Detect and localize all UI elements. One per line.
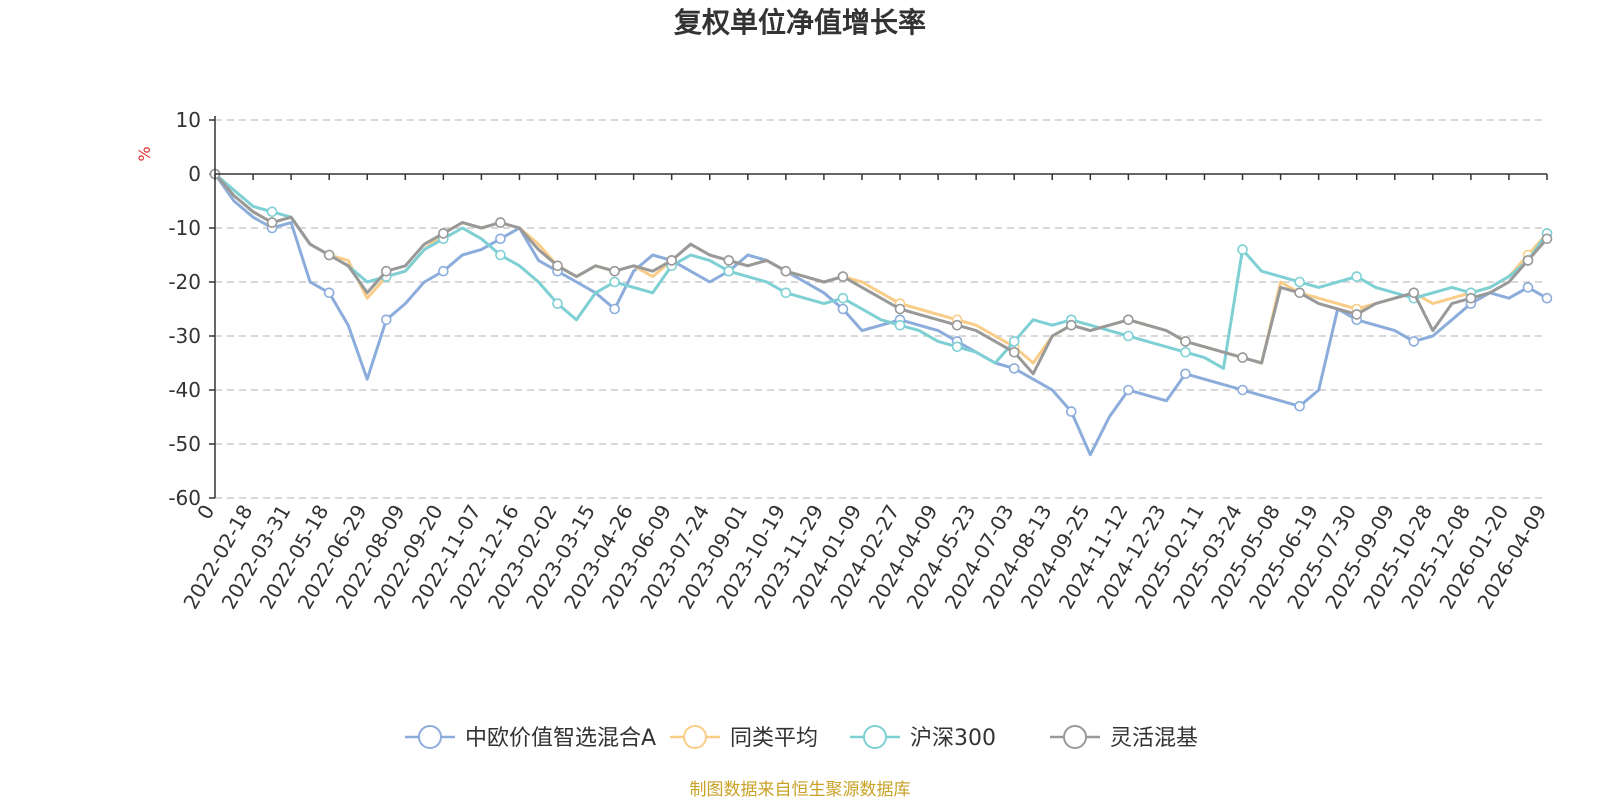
data-point	[495, 249, 506, 261]
data-point	[837, 303, 849, 315]
y-tick-label: -30	[168, 324, 201, 348]
series-line	[213, 173, 1549, 376]
data-point	[1237, 384, 1248, 396]
data-point	[380, 265, 392, 277]
data-point	[552, 298, 563, 309]
data-point	[266, 217, 278, 228]
series-line	[213, 173, 1549, 365]
data-point	[1123, 314, 1134, 326]
legend-marker	[1063, 725, 1087, 749]
data-point	[1294, 276, 1305, 288]
y-tick-label: -20	[168, 270, 201, 294]
legend-marker	[418, 725, 442, 749]
data-point	[894, 319, 906, 331]
legend-label: 同类平均	[730, 726, 818, 751]
data-point	[1408, 287, 1420, 299]
data-point	[323, 287, 335, 299]
data-point	[1180, 368, 1191, 380]
data-point	[1522, 282, 1534, 293]
legend-marker	[863, 725, 887, 749]
data-point	[552, 260, 563, 272]
data-point	[1351, 309, 1363, 320]
data-point	[837, 271, 849, 282]
y-tick-label: -60	[168, 486, 201, 510]
data-point	[1294, 400, 1305, 412]
y-tick-label: -50	[168, 432, 201, 456]
data-point	[1065, 406, 1077, 417]
data-point	[1123, 330, 1134, 342]
y-tick-label: 10	[176, 108, 201, 132]
data-point	[780, 287, 792, 299]
x-axis-ticks: 02022-02-182022-03-312022-05-182022-06-2…	[178, 174, 1551, 613]
data-point	[1465, 292, 1477, 304]
data-point	[1008, 336, 1020, 347]
data-point	[951, 319, 963, 331]
data-point	[495, 217, 506, 228]
data-point	[894, 303, 906, 315]
data-point	[1065, 319, 1077, 331]
data-point	[609, 276, 620, 288]
data-point	[438, 228, 449, 239]
grid-lines	[215, 119, 1547, 499]
y-tick-label: 0	[188, 162, 201, 186]
legend-label: 沪深300	[910, 726, 996, 751]
data-point	[1351, 271, 1363, 282]
data-point	[1180, 346, 1191, 358]
y-tick-label: -40	[168, 378, 201, 402]
data-point	[1180, 336, 1191, 347]
series-lines	[209, 168, 1553, 457]
series-line	[214, 172, 1549, 370]
data-point	[1408, 336, 1420, 347]
data-point	[323, 249, 335, 261]
data-point	[951, 341, 963, 353]
data-point	[1008, 363, 1020, 374]
data-point	[609, 265, 620, 277]
data-point	[1294, 287, 1305, 299]
source-note: 制图数据来自恒生聚源数据库	[690, 780, 911, 800]
legend-marker	[683, 725, 707, 749]
data-point	[666, 255, 677, 266]
x-tick-label: 0	[192, 501, 219, 524]
data-point	[438, 265, 449, 277]
data-point	[837, 292, 849, 304]
data-point	[495, 233, 506, 245]
series-line	[213, 173, 1548, 457]
data-point	[1123, 384, 1134, 396]
data-point	[723, 265, 735, 277]
chart-title: 复权单位净值增长率	[674, 6, 926, 39]
y-axis-unit: %	[135, 146, 154, 161]
data-point	[1541, 292, 1553, 304]
y-axis-ticks: 10 0 -10 -20 -30 -40 -50 -60	[168, 108, 215, 510]
data-point	[780, 265, 792, 277]
data-point	[723, 255, 735, 266]
data-point	[1237, 352, 1248, 363]
data-point	[380, 314, 392, 326]
data-point	[1237, 244, 1248, 255]
data-point	[609, 303, 620, 315]
data-point	[1008, 346, 1020, 358]
legend: 中欧价值智选混合A 同类平均 沪深300 灵活混基	[405, 725, 1198, 751]
legend-label: 中欧价值智选混合A	[465, 726, 656, 751]
data-point	[1541, 233, 1553, 245]
data-point	[266, 206, 278, 218]
data-point	[1522, 255, 1534, 266]
y-tick-label: -10	[168, 216, 201, 240]
legend-label: 灵活混基	[1110, 726, 1198, 751]
